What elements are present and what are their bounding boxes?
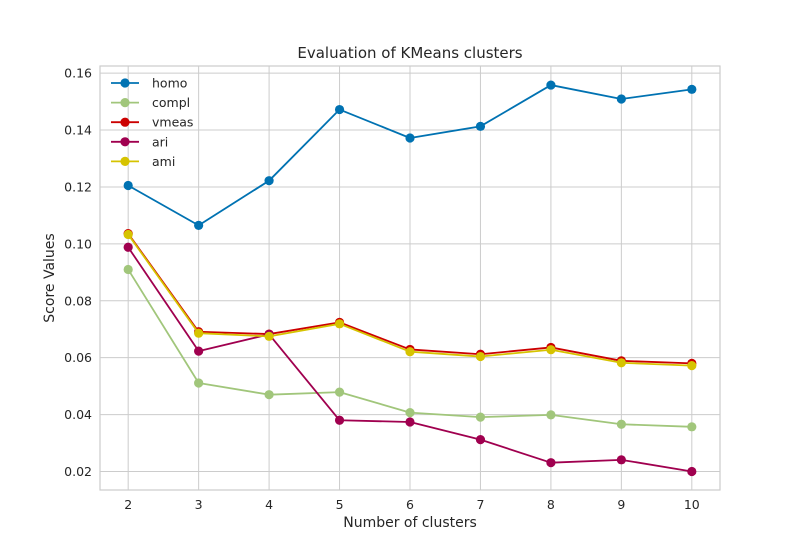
legend-entry-homo: homo <box>111 76 187 91</box>
y-axis-label: Score Values <box>42 233 58 322</box>
y-tick-label: 0.04 <box>64 407 92 422</box>
x-tick-label: 6 <box>406 497 414 512</box>
y-tick-label: 0.16 <box>64 66 92 81</box>
legend-marker <box>120 117 130 127</box>
data-point-compl <box>194 378 204 388</box>
x-tick-label: 4 <box>265 497 273 512</box>
data-point-ami <box>194 328 204 338</box>
data-point-ari <box>405 417 415 427</box>
data-point-compl <box>264 390 274 400</box>
data-point-homo <box>123 180 133 191</box>
x-tick-label: 7 <box>476 497 484 512</box>
data-point-ami <box>546 345 556 355</box>
data-point-ari <box>194 346 204 356</box>
data-point-compl <box>475 412 486 422</box>
series-layer <box>123 80 697 477</box>
series-compl <box>123 264 697 432</box>
legend-label: compl <box>152 95 190 110</box>
series-ami <box>123 229 697 371</box>
data-point-ari <box>546 458 556 468</box>
y-tick-label: 0.14 <box>64 123 92 138</box>
data-point-homo <box>546 80 556 90</box>
legend-marker <box>120 98 130 108</box>
x-axis-label: Number of clusters <box>343 515 477 531</box>
data-point-ami <box>405 347 415 357</box>
x-tick-label: 10 <box>684 497 700 512</box>
data-point-homo <box>475 121 486 131</box>
data-point-ari <box>687 466 697 477</box>
data-point-homo <box>264 176 274 186</box>
data-point-ami <box>475 351 486 362</box>
legend-marker <box>120 78 130 88</box>
legend-label: ami <box>152 154 175 169</box>
y-tick-label: 0.10 <box>64 236 92 251</box>
data-point-homo <box>194 220 204 230</box>
legend-label: ari <box>152 134 168 149</box>
y-axis-ticks: 0.02 0.04 0.06 0.08 0.10 0.12 0.14 0.16 <box>64 66 92 479</box>
data-point-homo <box>616 94 626 104</box>
x-tick-label: 9 <box>617 497 625 512</box>
data-point-compl <box>546 410 556 420</box>
data-point-compl <box>616 419 626 429</box>
legend-entry-ari: ari <box>111 134 168 149</box>
legend-entry-vmeas: vmeas <box>111 115 193 130</box>
chart-title: Evaluation of KMeans clusters <box>297 44 522 62</box>
legend-marker <box>120 156 130 166</box>
legend-entry-compl: compl <box>111 95 190 110</box>
data-point-ari <box>123 242 133 252</box>
data-point-ami <box>334 319 345 329</box>
y-tick-label: 0.06 <box>64 350 92 365</box>
data-point-homo <box>334 104 345 115</box>
x-tick-label: 2 <box>124 497 132 512</box>
data-point-homo <box>405 133 415 143</box>
x-tick-label: 8 <box>547 497 555 512</box>
data-point-compl <box>687 422 697 432</box>
data-point-compl <box>334 387 345 397</box>
x-tick-label: 5 <box>336 497 344 512</box>
legend-entry-ami: ami <box>111 154 175 169</box>
y-tick-label: 0.12 <box>64 179 92 194</box>
data-point-homo <box>687 84 697 94</box>
x-tick-label: 3 <box>195 497 203 512</box>
legend-label: vmeas <box>152 115 193 130</box>
legend-marker <box>120 137 130 147</box>
data-point-compl <box>405 407 415 418</box>
data-point-ami <box>687 361 697 371</box>
y-tick-label: 0.02 <box>64 464 92 479</box>
data-point-ami <box>123 229 133 240</box>
data-point-ami <box>264 331 274 341</box>
data-point-ari <box>334 415 345 425</box>
y-tick-label: 0.08 <box>64 293 92 308</box>
data-point-compl <box>123 264 133 275</box>
data-point-ami <box>616 358 626 368</box>
data-point-ari <box>475 435 486 445</box>
series-ari <box>123 242 697 477</box>
series-homo <box>123 80 697 230</box>
x-axis-ticks: 2 3 4 5 6 7 8 9 10 <box>124 497 700 512</box>
data-point-ari <box>616 455 626 465</box>
legend: homo compl vmeas ari ami <box>111 76 193 169</box>
legend-label: homo <box>152 76 187 91</box>
